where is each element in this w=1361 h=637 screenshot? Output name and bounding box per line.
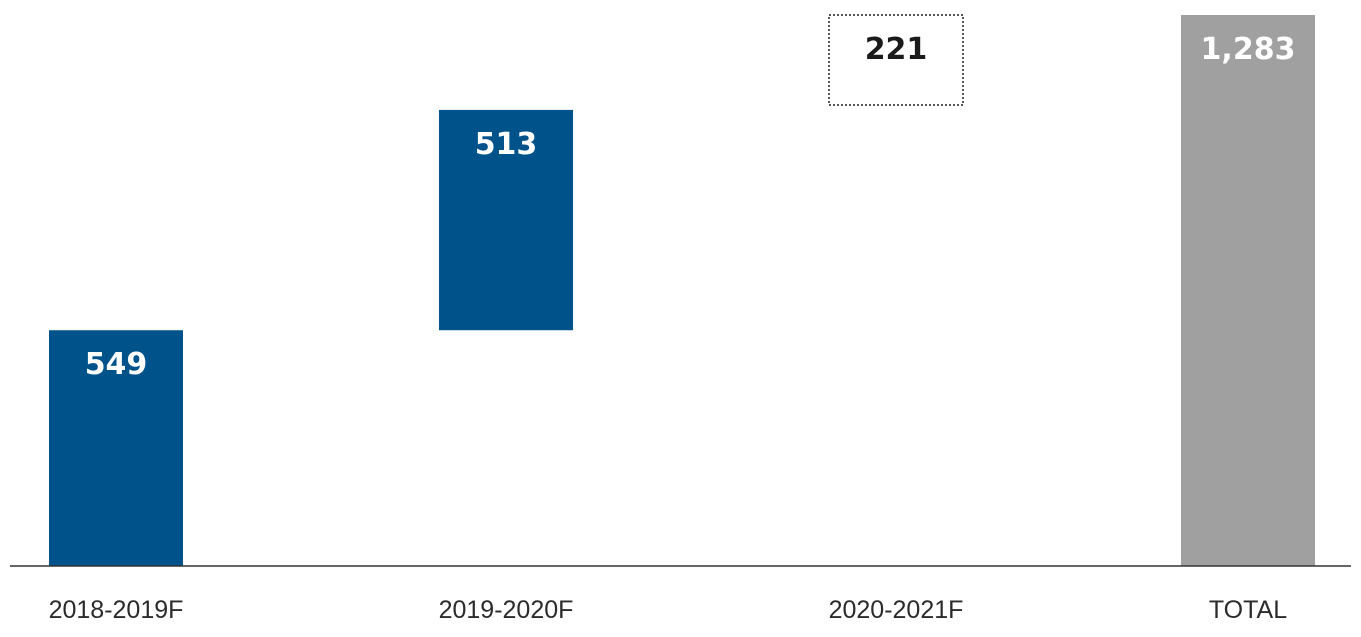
bar-total: [1181, 15, 1315, 566]
category-label-total: TOTAL: [1209, 596, 1287, 624]
labels-group: 549 2018-2019F 513 2019-2020F 221 2020-2021F 1…: [49, 32, 1296, 624]
bar-2018-2019f: [49, 330, 183, 566]
category-label-2020-2021f: 2020-2021F: [829, 596, 964, 624]
data-label-total: 1,283: [1201, 32, 1296, 67]
data-label-2018-2019f: 549: [85, 347, 148, 382]
bars-group: [49, 14, 1315, 566]
data-label-2020-2021f: 221: [865, 32, 928, 67]
category-label-2018-2019f: 2018-2019F: [49, 596, 184, 624]
category-label-2019-2020f: 2019-2020F: [439, 596, 574, 624]
bar-2019-2020f: [439, 109, 573, 331]
data-label-2019-2020f: 513: [475, 127, 538, 162]
